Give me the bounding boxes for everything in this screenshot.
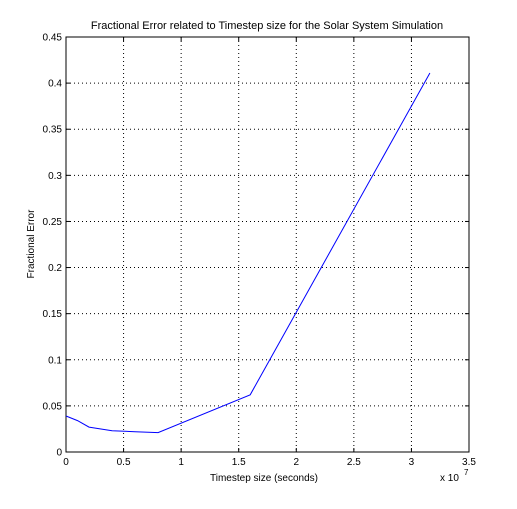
y-axis-label: Fractional Error xyxy=(26,209,37,279)
y-tick-label: 0.45 xyxy=(43,33,63,44)
x-tick-label: 2.5 xyxy=(347,457,361,468)
x-tick-label: 1 xyxy=(178,457,184,468)
x-tick-label: 2 xyxy=(294,457,300,468)
x-axis-label: Timestep size (seconds) xyxy=(210,473,318,484)
series-line xyxy=(65,72,431,434)
x-tick-label: 0.5 xyxy=(117,457,131,468)
x-tick-label: 1.5 xyxy=(232,457,246,468)
y-tick-label: 0 xyxy=(56,448,62,459)
y-tick-label: 0.3 xyxy=(48,171,62,182)
grid-layer xyxy=(66,37,469,452)
series-layer xyxy=(65,72,431,434)
x-multiplier-label: x 10 xyxy=(440,473,459,484)
x-multiplier-exponent: 7 xyxy=(464,468,469,477)
x-tick-label: 3.5 xyxy=(462,457,476,468)
plot-frame xyxy=(65,36,470,453)
chart-title: Fractional Error related to Timestep siz… xyxy=(91,20,443,32)
y-tick-label: 0.05 xyxy=(43,401,63,412)
y-tick-label: 0.1 xyxy=(48,355,62,366)
y-tick-label: 0.15 xyxy=(43,309,63,320)
tick-layer: 0 0.5 1 1.5 2 2.5 3 3.5 0 0.05 0.1 0.15 0.2 0.25 0.3 0.… xyxy=(43,33,477,469)
x-tick-label: 0 xyxy=(63,457,69,468)
x-tick-label: 3 xyxy=(409,457,415,468)
y-tick-label: 0.25 xyxy=(43,217,63,228)
y-tick-label: 0.4 xyxy=(48,79,62,90)
y-tick-label: 0.2 xyxy=(48,263,62,274)
y-tick-label: 0.35 xyxy=(43,125,63,136)
